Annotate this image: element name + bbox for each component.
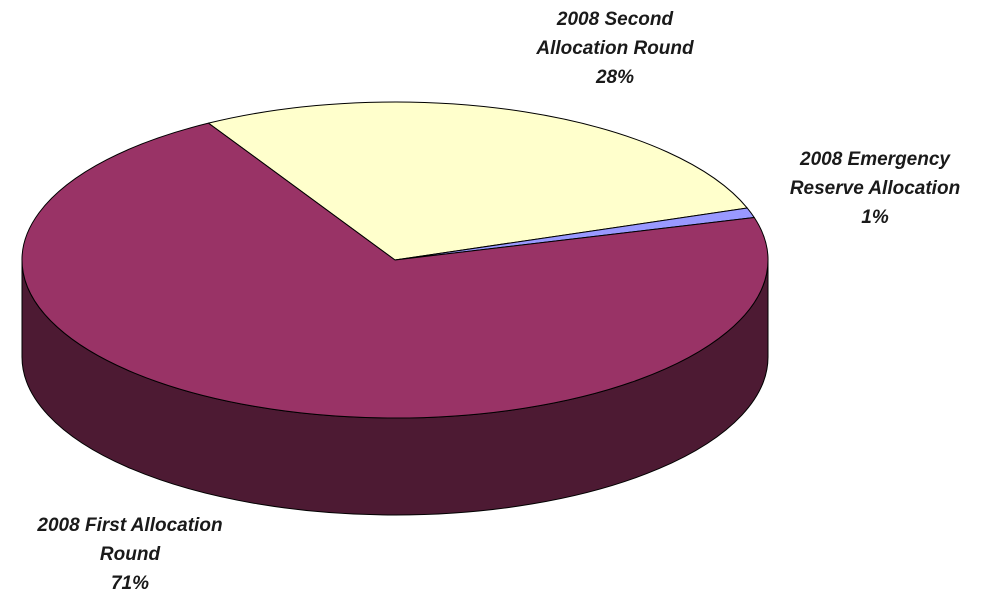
slice-label-second-allocation-round: 2008 Second Allocation Round 28% xyxy=(510,5,720,92)
pie-slice-2008-first-allocation-round xyxy=(21,122,769,419)
slice-label-percent: 71% xyxy=(110,573,150,594)
slice-label-line: 2008 Emergency xyxy=(800,149,950,170)
pie-slices xyxy=(21,101,769,419)
slice-label-line: 2008 Second xyxy=(556,9,674,30)
slice-label-percent: 28% xyxy=(595,67,635,88)
slice-label-percent: 1% xyxy=(861,207,889,228)
slice-label-line: Reserve Allocation xyxy=(789,178,961,199)
slice-label-line: 2008 First Allocation xyxy=(37,515,223,536)
slice-label-first-allocation-round: 2008 First Allocation Round 71% xyxy=(0,511,260,598)
slice-label-line: Round xyxy=(99,544,161,565)
pie-slice-2008-second-allocation-round xyxy=(208,101,748,261)
slice-label-line: Allocation Round xyxy=(536,38,694,59)
slice-label-emergency-reserve-allocation: 2008 Emergency Reserve Allocation 1% xyxy=(760,145,990,232)
